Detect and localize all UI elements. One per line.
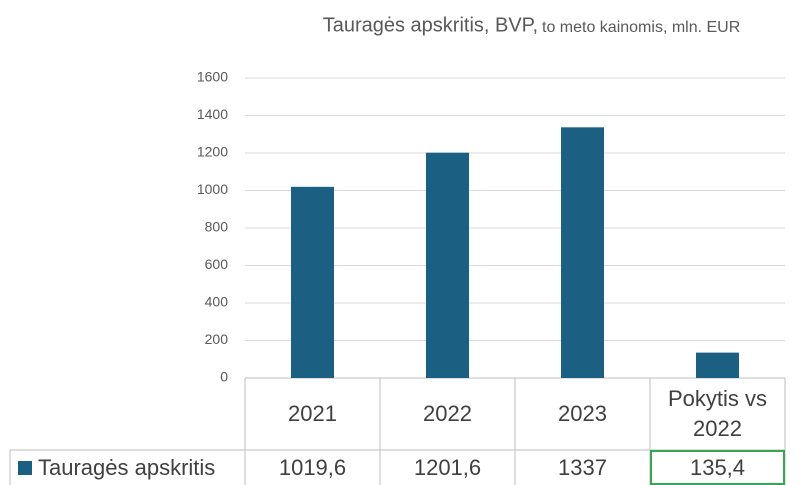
chart-subtitle: to meto kainomis, mln. EUR <box>542 19 740 36</box>
value-label: 1337 <box>558 454 607 480</box>
y-tick-label: 200 <box>205 331 229 347</box>
category-label: Pokytis vs 2022 <box>667 386 768 441</box>
y-tick-label: 1000 <box>197 181 228 197</box>
chart-title: Tauragės apskritis, BVP, <box>323 14 538 36</box>
y-tick-label: 0 <box>220 369 228 385</box>
value-label: 135,4 <box>650 450 785 485</box>
category-label: 2023 <box>558 401 607 426</box>
bar <box>291 186 334 378</box>
y-tick-label: 1400 <box>197 106 228 122</box>
bar <box>426 152 469 378</box>
bar <box>561 127 604 378</box>
bar <box>696 352 739 378</box>
value-label: 1201,6 <box>413 454 482 480</box>
y-tick-label: 600 <box>205 256 229 272</box>
y-tick-label: 1600 <box>197 69 228 85</box>
y-tick-label: 400 <box>205 294 229 310</box>
category-label: 2021 <box>288 401 337 426</box>
legend-label: Tauragės apskritis <box>38 454 216 480</box>
y-tick-label: 800 <box>205 219 229 235</box>
legend-swatch <box>18 461 32 475</box>
y-tick-label: 1200 <box>197 144 228 160</box>
category-label: 2022 <box>423 401 472 426</box>
value-label: 1019,6 <box>278 454 347 480</box>
